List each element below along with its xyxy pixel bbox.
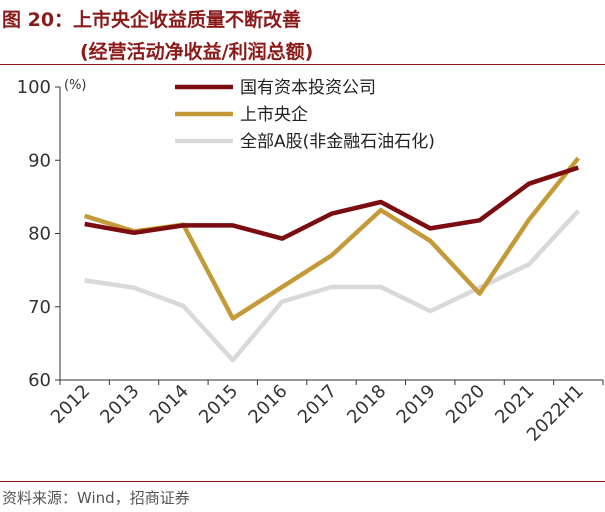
legend-label-0: 国有资本投资公司 <box>240 78 376 98</box>
x-tick-label: 2012 <box>47 381 94 428</box>
y-tick-label: 80 <box>28 224 51 245</box>
y-tick-label: 70 <box>28 297 51 318</box>
x-tick-label: 2019 <box>393 381 440 428</box>
x-tick-label: 2020 <box>442 381 489 428</box>
figure-title: 图 20：上市央企收益质量不断改善 (经营活动净收益/利润总额) <box>0 0 605 64</box>
source-divider <box>0 481 605 482</box>
x-tick-label: 2017 <box>294 381 341 428</box>
title-divider <box>0 64 605 65</box>
legend-label-1: 上市央企 <box>240 105 308 125</box>
figure-title-line-1: 图 20：上市央企收益质量不断改善 <box>2 9 302 31</box>
x-tick-label: 2015 <box>195 381 242 428</box>
y-unit-label: (%) <box>64 78 87 93</box>
x-tick-label: 2013 <box>96 381 143 428</box>
series-line-1 <box>84 156 581 321</box>
x-tick-label: 2018 <box>343 381 390 428</box>
source-note: 资料来源：Wind，招商证券 <box>2 489 190 507</box>
x-tick-label: 2016 <box>244 381 291 428</box>
y-tick-label: 90 <box>28 150 51 171</box>
figure-title-line-2: (经营活动净收益/利润总额) <box>80 41 314 63</box>
chart-series <box>84 156 581 363</box>
series-line-2 <box>84 209 580 363</box>
legend-label-2: 全部A股(非金融石油石化) <box>240 132 435 152</box>
x-tick-label: 2021 <box>491 381 538 428</box>
series-line-0 <box>84 165 579 241</box>
x-tick-label: 2014 <box>146 381 193 428</box>
y-tick-label: 60 <box>28 370 51 391</box>
y-tick-label: 100 <box>17 77 51 98</box>
